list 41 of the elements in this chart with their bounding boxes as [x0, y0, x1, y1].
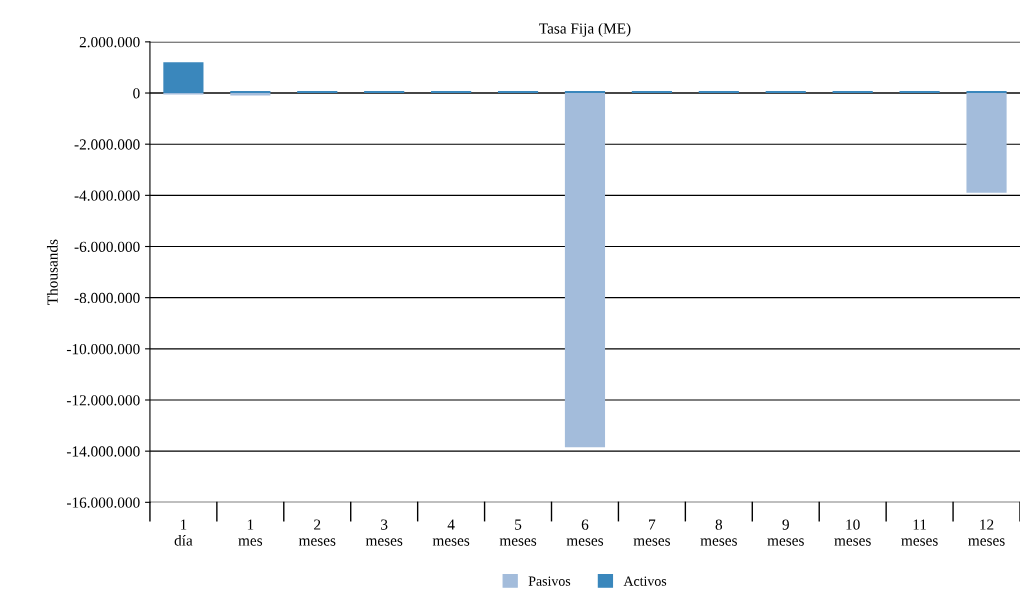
chart-title: Tasa Fija (ME): [539, 22, 631, 37]
y-tick-label: -2.000.000: [74, 139, 140, 150]
legend-label: Pasivos: [528, 576, 571, 586]
x-tick-label: 2 meses: [298, 519, 336, 546]
y-tick-label: 0: [133, 88, 140, 99]
bar: [832, 90, 873, 94]
bar: [899, 90, 940, 94]
x-tick-label: 11 meses: [901, 519, 938, 546]
bar: [698, 90, 739, 94]
y-tick-label: -14.000.000: [66, 446, 140, 457]
bar: [966, 90, 1007, 94]
y-tick-label: -10.000.000: [66, 343, 140, 355]
x-tick-label: 1 día: [174, 519, 193, 546]
y-tick-label: -6.000.000: [74, 241, 140, 253]
x-tick-label: 8 meses: [700, 519, 737, 546]
y-tick-label: 2.000.000: [79, 37, 140, 48]
x-tick-label: 12 meses: [968, 519, 1005, 546]
x-tick-label: 5 meses: [499, 519, 537, 546]
x-tick-label: 3 meses: [365, 519, 403, 546]
bar: [297, 90, 338, 94]
y-tick-label: -16.000.000: [66, 497, 140, 508]
x-tick-label: 7 meses: [633, 519, 671, 546]
legend-label: Activos: [623, 576, 667, 586]
y-tick-label: -8.000.000: [74, 292, 140, 304]
x-tick-label: 10 meses: [834, 519, 871, 546]
y-tick-label: -4.000.000: [74, 190, 140, 201]
y-axis-title: Thousands: [46, 239, 58, 305]
bar: [564, 93, 606, 448]
bar: [497, 90, 539, 94]
bar: [966, 93, 1007, 193]
x-tick-label: 4 meses: [432, 519, 470, 546]
bar: [431, 90, 472, 94]
x-tick-label: 6 meses: [566, 519, 604, 546]
y-tick-label: -12.000.000: [66, 395, 140, 406]
bar: [163, 62, 204, 94]
bar: [631, 90, 672, 94]
x-tick-label: 9 meses: [767, 519, 804, 546]
bar: [564, 90, 606, 94]
x-tick-label: 1 mes: [238, 519, 263, 546]
bar: [765, 90, 806, 94]
bar: [364, 90, 405, 94]
